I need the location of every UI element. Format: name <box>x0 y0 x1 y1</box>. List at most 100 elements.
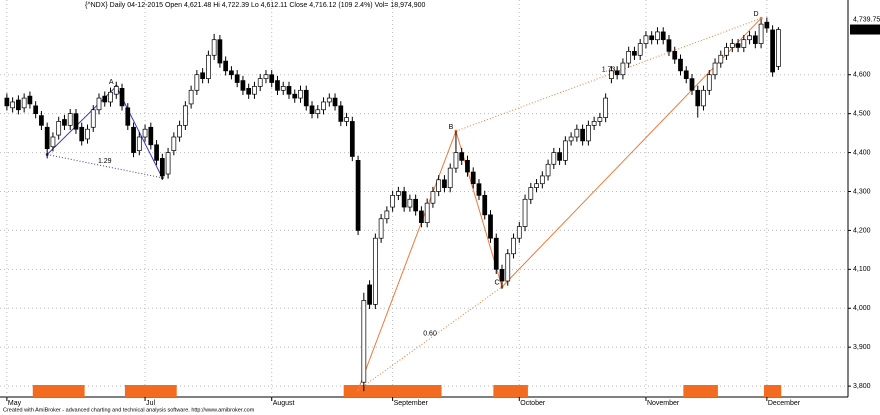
candle-body <box>701 89 706 107</box>
candle-body <box>436 179 442 192</box>
candle-body <box>67 113 73 126</box>
pattern-leg <box>357 130 457 391</box>
candle-body <box>355 160 361 231</box>
pattern-ratio-line <box>455 17 762 132</box>
candle-body <box>557 152 562 161</box>
candle-body <box>326 97 332 103</box>
candle-body <box>413 198 419 212</box>
candle-body <box>200 72 205 79</box>
candle-body <box>528 187 534 200</box>
x-tick-label: Jul <box>146 400 155 407</box>
candle-body <box>240 80 246 91</box>
pattern-ratio: 0.60 <box>423 330 437 337</box>
candle-body <box>102 95 108 103</box>
candle-body <box>286 86 292 95</box>
pattern-ratio: 1.73 <box>602 67 616 74</box>
candle-body <box>689 78 695 91</box>
x-tick-label: August <box>273 400 295 407</box>
candle-body <box>292 93 298 99</box>
x-tick-label: December <box>768 400 801 407</box>
candle-body <box>361 300 367 383</box>
candle-body <box>378 218 384 239</box>
price-label: 4,739.75 <box>853 16 880 23</box>
candle-body <box>372 237 378 305</box>
pattern-point <box>356 388 360 392</box>
pattern-label: C <box>494 280 499 287</box>
candle-body <box>90 109 96 128</box>
candle-body <box>217 39 223 64</box>
candle-body <box>735 43 741 48</box>
candle-body <box>419 210 424 223</box>
candle-body <box>303 89 309 107</box>
candle-body <box>344 117 349 122</box>
candle-body <box>10 101 16 109</box>
candle-body <box>499 268 505 282</box>
candle-body <box>4 97 10 107</box>
candle-body <box>263 74 269 79</box>
candle-body <box>522 198 528 227</box>
candle-body <box>280 86 286 91</box>
candle-body <box>545 163 551 177</box>
chart-title: {^NDX} Daily 04-12-2015 Open 4,621.48 Hi… <box>85 2 425 9</box>
candle-body <box>177 124 182 138</box>
candle-body <box>706 74 712 91</box>
candle-body <box>470 171 476 185</box>
signal-zone <box>124 385 177 397</box>
y-tick-label: 3,800 <box>853 383 871 390</box>
candle-body <box>666 39 672 52</box>
x-tick-label: May <box>8 400 22 407</box>
candle-body <box>62 119 67 126</box>
candle-body <box>465 160 470 173</box>
candle-body <box>275 80 280 91</box>
candle-body <box>752 35 758 44</box>
candle-body <box>136 136 142 151</box>
candle-body <box>125 107 131 126</box>
candle-body <box>614 70 620 76</box>
candle-body <box>349 121 355 157</box>
y-tick-label: 3,900 <box>853 344 871 351</box>
candle-body <box>724 47 729 56</box>
candle-body <box>729 43 735 48</box>
candle-body <box>252 86 257 95</box>
candle-body <box>539 175 545 185</box>
candle-body <box>131 126 136 153</box>
candle-body <box>620 62 626 76</box>
candle-body <box>551 152 557 165</box>
candle-body <box>562 140 568 161</box>
candle-body <box>159 158 165 177</box>
candle-body <box>188 89 194 105</box>
candle-body <box>655 31 660 41</box>
pattern-leg <box>501 17 762 288</box>
x-tick-label: October <box>520 400 546 407</box>
y-tick-label: 4,600 <box>853 72 871 79</box>
candle-body <box>211 39 217 56</box>
candle-body <box>632 51 637 56</box>
candle-body <box>660 31 666 41</box>
candle-body <box>206 54 211 79</box>
candle-body <box>637 43 643 56</box>
candle-body <box>672 51 678 60</box>
candle-body <box>315 109 321 115</box>
candle-body <box>488 214 493 239</box>
pattern-ratio-line <box>357 286 503 391</box>
candle-body <box>597 117 603 122</box>
candle-body <box>712 62 718 76</box>
candle-body <box>298 89 303 99</box>
candle-body <box>165 152 171 175</box>
candle-body <box>580 128 585 142</box>
candle-body <box>626 51 632 64</box>
candle-body <box>234 74 240 83</box>
candle-body <box>775 29 781 67</box>
candle-body <box>649 35 655 41</box>
y-tick-label: 4,300 <box>853 188 871 195</box>
candle-body <box>21 97 27 109</box>
candle-body <box>27 95 33 105</box>
candle-body <box>56 121 62 136</box>
candle-body <box>39 115 44 126</box>
candle-body <box>568 136 574 142</box>
pattern-point <box>759 16 763 20</box>
candle-body <box>591 121 597 126</box>
candle-body <box>108 91 113 103</box>
signal-zone <box>343 385 442 397</box>
